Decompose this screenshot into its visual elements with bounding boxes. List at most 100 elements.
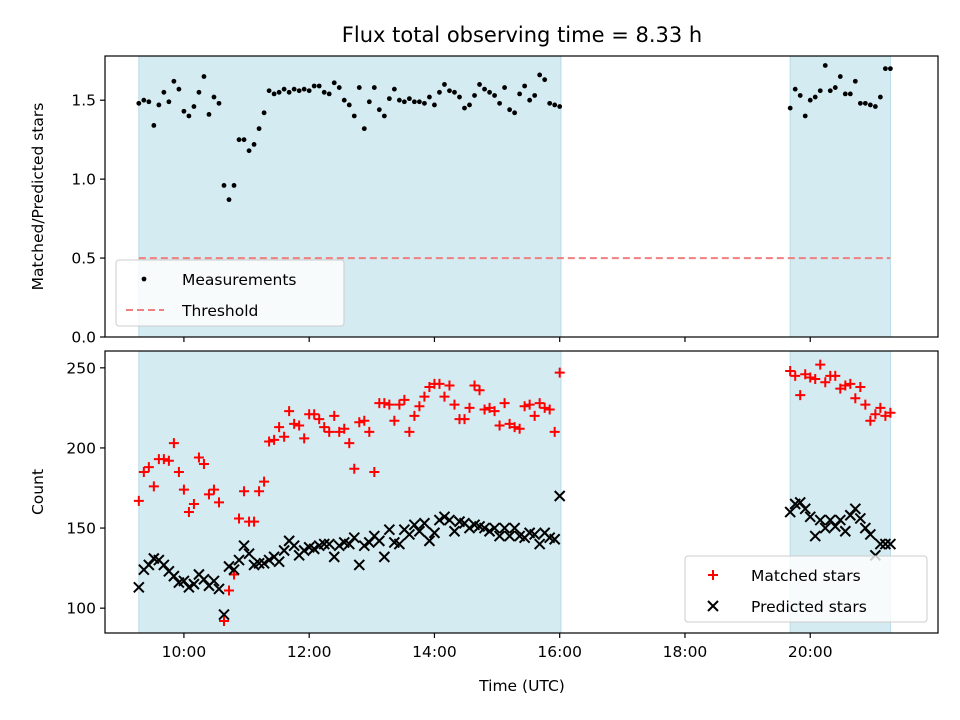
matched-star-marker bbox=[479, 404, 490, 415]
measurement-point bbox=[797, 93, 803, 98]
matched-star-marker bbox=[163, 455, 174, 466]
measurement-point bbox=[251, 142, 257, 147]
measurement-point bbox=[246, 148, 252, 154]
measurement-point bbox=[306, 88, 312, 94]
matched-star-marker bbox=[394, 399, 405, 410]
matched-star-marker bbox=[389, 415, 400, 426]
predicted-star-marker bbox=[508, 522, 521, 534]
measurement-point bbox=[827, 88, 833, 94]
observing-window-band bbox=[138, 350, 562, 634]
matched-star-marker bbox=[815, 359, 826, 370]
matched-star-marker bbox=[158, 454, 169, 465]
predicted-star-marker bbox=[243, 547, 255, 560]
measurement-point bbox=[477, 82, 482, 87]
measurement-point bbox=[532, 93, 538, 98]
predicted-star-marker bbox=[318, 538, 330, 550]
matched-star-marker bbox=[259, 476, 270, 487]
predicted-star-marker bbox=[533, 538, 546, 550]
legend-swatch-measurements bbox=[141, 276, 147, 282]
predicted-star-marker bbox=[333, 539, 345, 552]
predicted-star-marker bbox=[448, 525, 461, 537]
matched-star-marker bbox=[499, 398, 510, 409]
measurement-point bbox=[437, 89, 442, 95]
measurement-point bbox=[266, 88, 272, 94]
matched-star-marker bbox=[539, 402, 550, 413]
matched-star-marker bbox=[810, 374, 821, 385]
measurement-point bbox=[301, 86, 307, 92]
legend: Matched stars Predicted stars bbox=[684, 555, 928, 623]
matched-star-marker bbox=[554, 367, 565, 378]
legend-box bbox=[684, 555, 928, 623]
matched-star-marker bbox=[785, 366, 796, 377]
matched-star-marker bbox=[855, 382, 866, 393]
measurement-point bbox=[492, 93, 497, 98]
measurement-point bbox=[872, 104, 878, 109]
matched-star-marker bbox=[234, 513, 245, 524]
axes-frame bbox=[104, 55, 939, 338]
measurement-point bbox=[341, 97, 347, 103]
measurement-point bbox=[161, 89, 167, 95]
matched-star-marker bbox=[213, 497, 224, 508]
matched-star-marker bbox=[424, 382, 435, 393]
measurement-point bbox=[792, 86, 798, 92]
predicted-star-marker bbox=[218, 608, 230, 621]
measurement-point bbox=[196, 89, 202, 95]
matched-star-marker bbox=[284, 406, 295, 417]
predicted-star-marker bbox=[263, 554, 275, 566]
predicted-star-marker bbox=[849, 503, 862, 515]
matched-star-marker bbox=[168, 438, 179, 449]
y-axis-label: Matched/Predicted stars bbox=[29, 103, 47, 291]
measurement-point bbox=[391, 86, 397, 92]
matched-star-marker bbox=[840, 380, 851, 391]
matched-star-marker bbox=[294, 420, 305, 431]
measurement-point bbox=[241, 137, 247, 143]
measurement-point bbox=[462, 105, 467, 111]
matched-star-marker bbox=[354, 417, 365, 428]
legend-box bbox=[115, 259, 345, 327]
predicted-star-marker bbox=[463, 522, 476, 534]
matched-star-marker bbox=[434, 378, 445, 389]
predicted-star-marker bbox=[488, 522, 501, 534]
legend: Measurements Threshold bbox=[115, 259, 345, 327]
predicted-star-marker bbox=[784, 506, 796, 518]
predicted-star-marker bbox=[864, 528, 877, 541]
matched-star-marker bbox=[845, 378, 856, 389]
measurement-point bbox=[888, 66, 893, 72]
measurement-point bbox=[807, 97, 813, 103]
measurement-point bbox=[442, 82, 447, 87]
measurement-point bbox=[557, 104, 563, 109]
predicted-star-marker bbox=[353, 559, 365, 571]
observing-window-band bbox=[789, 55, 891, 338]
matched-star-marker bbox=[224, 585, 235, 596]
matched-star-marker bbox=[544, 404, 555, 415]
legend-entry-label: Matched stars bbox=[751, 567, 861, 585]
measurement-point bbox=[256, 126, 262, 132]
predicted-star-marker bbox=[133, 581, 145, 594]
measurement-point bbox=[386, 96, 392, 102]
predicted-star-marker bbox=[188, 578, 200, 590]
predicted-star-marker bbox=[413, 525, 426, 537]
measurement-point bbox=[356, 85, 362, 90]
matched-star-marker bbox=[805, 372, 816, 383]
predicted-star-marker bbox=[323, 538, 335, 550]
predicted-star-marker bbox=[834, 514, 847, 526]
measurement-point bbox=[401, 99, 407, 105]
measurement-point bbox=[141, 97, 147, 103]
y-tick-label: 1.0 bbox=[71, 171, 96, 189]
measurement-point bbox=[146, 99, 152, 105]
matched-star-marker bbox=[494, 420, 505, 431]
matched-star-marker bbox=[439, 391, 450, 402]
measurement-point bbox=[472, 93, 477, 98]
predicted-star-marker bbox=[433, 514, 446, 526]
predicted-star-marker bbox=[483, 525, 496, 537]
predicted-star-marker bbox=[373, 535, 386, 547]
measurement-point bbox=[276, 89, 282, 95]
measurement-point bbox=[261, 110, 267, 116]
measurement-point bbox=[552, 102, 558, 108]
matched-star-marker bbox=[790, 370, 801, 381]
x-tick-label: 16:00 bbox=[537, 643, 582, 661]
matched-star-marker bbox=[264, 436, 275, 447]
matched-star-marker bbox=[254, 486, 265, 497]
measurement-point bbox=[847, 91, 853, 97]
measurement-point bbox=[817, 88, 823, 94]
